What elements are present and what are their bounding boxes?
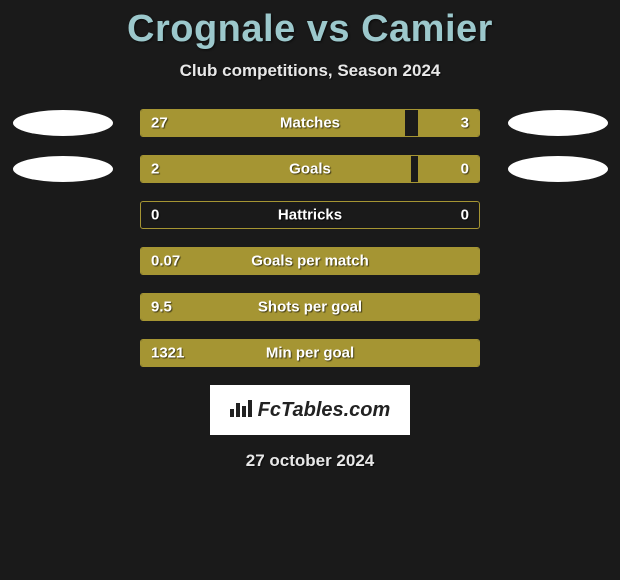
comparison-subtitle: Club competitions, Season 2024 bbox=[0, 61, 620, 81]
stat-row: 9.5 Shots per goal bbox=[10, 293, 610, 321]
bar-area: 27 3 Matches bbox=[115, 109, 505, 137]
logo-text: FcTables.com bbox=[258, 399, 391, 422]
stat-value-right: 0 bbox=[461, 207, 469, 224]
player-right-marker bbox=[508, 110, 608, 136]
date-label: 27 october 2024 bbox=[0, 451, 620, 471]
stat-bar: 2 0 Goals bbox=[140, 155, 480, 183]
stat-value-right: 3 bbox=[461, 115, 469, 132]
player-left-marker-slot bbox=[10, 110, 115, 136]
bar-area: 0.07 Goals per match bbox=[115, 247, 505, 275]
bar-area: 2 0 Goals bbox=[115, 155, 505, 183]
stat-value-left: 27 bbox=[151, 115, 168, 132]
stat-row: 27 3 Matches bbox=[10, 109, 610, 137]
player-right-marker-slot bbox=[505, 110, 610, 136]
stat-value-left: 0.07 bbox=[151, 253, 180, 270]
bar-segment-left bbox=[141, 110, 405, 136]
stat-label: Shots per goal bbox=[258, 299, 362, 316]
bar-chart-icon bbox=[230, 397, 252, 423]
bar-segment-right bbox=[418, 110, 479, 136]
stat-value-right: 0 bbox=[461, 161, 469, 178]
stat-bar: 9.5 Shots per goal bbox=[140, 293, 480, 321]
fctables-logo: FcTables.com bbox=[210, 385, 410, 435]
stat-label: Goals per match bbox=[251, 253, 369, 270]
bar-segment-left bbox=[141, 156, 411, 182]
stat-label: Hattricks bbox=[278, 207, 342, 224]
stat-value-left: 1321 bbox=[151, 345, 184, 362]
comparison-title: Crognale vs Camier bbox=[0, 0, 620, 51]
comparison-chart: 27 3 Matches 2 0 Goals 0 0 Hattricks 0.07 Goals pe… bbox=[0, 109, 620, 367]
player-left-marker-slot bbox=[10, 156, 115, 182]
player-right-marker-slot bbox=[505, 156, 610, 182]
stat-row: 0.07 Goals per match bbox=[10, 247, 610, 275]
stat-row: 1321 Min per goal bbox=[10, 339, 610, 367]
bar-area: 0 0 Hattricks bbox=[115, 201, 505, 229]
stat-bar: 1321 Min per goal bbox=[140, 339, 480, 367]
stat-label: Matches bbox=[280, 115, 340, 132]
stat-label: Goals bbox=[289, 161, 331, 178]
stat-row: 0 0 Hattricks bbox=[10, 201, 610, 229]
player-left-marker bbox=[13, 156, 113, 182]
bar-area: 1321 Min per goal bbox=[115, 339, 505, 367]
stat-bar: 0.07 Goals per match bbox=[140, 247, 480, 275]
stat-value-left: 2 bbox=[151, 161, 159, 178]
stat-bar: 27 3 Matches bbox=[140, 109, 480, 137]
stat-value-left: 0 bbox=[151, 207, 159, 224]
bar-area: 9.5 Shots per goal bbox=[115, 293, 505, 321]
stat-bar: 0 0 Hattricks bbox=[140, 201, 480, 229]
stat-row: 2 0 Goals bbox=[10, 155, 610, 183]
stat-value-left: 9.5 bbox=[151, 299, 172, 316]
player-right-marker bbox=[508, 156, 608, 182]
bar-segment-right bbox=[418, 156, 479, 182]
stat-label: Min per goal bbox=[266, 345, 354, 362]
player-left-marker bbox=[13, 110, 113, 136]
